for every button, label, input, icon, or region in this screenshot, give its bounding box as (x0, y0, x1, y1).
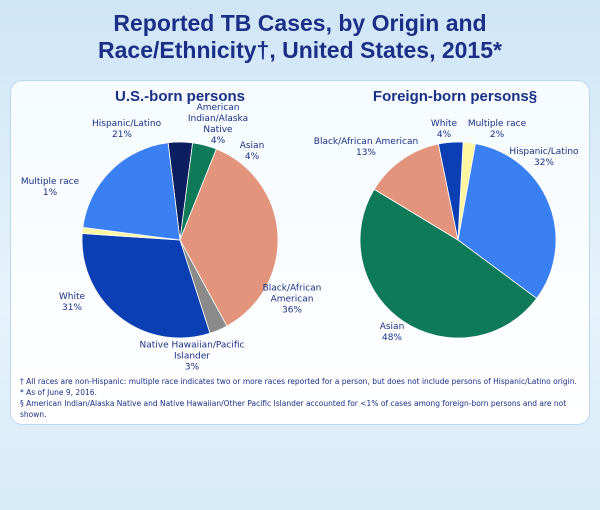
pie-slice (373, 143, 459, 241)
slice-label: Asian 4% (232, 141, 272, 163)
pie-slice (437, 141, 464, 241)
category-label: Hispanic/Latino (509, 147, 579, 157)
pie-slice (359, 188, 538, 339)
category-label: American Indian/Alaska Native (187, 103, 249, 135)
value-label: 13% (355, 148, 376, 158)
slice-label: White 31% (52, 292, 92, 314)
category-label: Black/African American (262, 283, 322, 305)
slice-label: Multiple race 1% (20, 177, 80, 199)
slice-label: American Indian/Alaska Native 4% (183, 103, 253, 147)
category-label: Native Hawaiian/Pacific Islander (139, 340, 245, 362)
slice-label: Hispanic/Latino 21% (92, 119, 162, 141)
category-label: Asian (379, 322, 405, 332)
value-label: 36% (281, 305, 302, 316)
value-label: 2% (489, 130, 505, 140)
value-label: 4% (244, 152, 260, 162)
pie-slice (82, 142, 181, 241)
category-label: Multiple race (467, 119, 527, 129)
footnote: § American Indian/Alaska Native and Nati… (20, 399, 567, 419)
category-label: Black/African American (313, 137, 419, 147)
value-label: 48% (381, 333, 402, 343)
pie-slice (457, 143, 557, 300)
slice-label: Asian 48% (372, 322, 412, 344)
category-label: White (58, 292, 86, 302)
category-label: White (430, 119, 458, 129)
pie-title: U.S.-born persons (114, 88, 246, 105)
slice-label: Hispanic/Latino 32% (504, 147, 584, 169)
slice-label: Black/African American 13% (311, 137, 421, 159)
value-label: 31% (61, 303, 82, 313)
value-label: 4% (436, 130, 452, 140)
category-label: Asian (239, 141, 265, 151)
slice-label: White 4% (424, 119, 464, 141)
pie-title: Foreign-born persons§ (372, 88, 538, 105)
value-label: 21% (111, 130, 132, 140)
title: Reported TB Cases, by Origin and Race/Et… (98, 10, 502, 63)
value-label: 3% (184, 362, 200, 373)
footnote: * As of June 9, 2016. (20, 388, 97, 397)
pie-slice (81, 233, 211, 339)
category-label: Hispanic/Latino (92, 119, 162, 129)
value-label: 1% (42, 188, 58, 198)
value-label: 4% (210, 136, 226, 146)
footnotes: † All races are non-Hispanic: multiple r… (20, 376, 580, 420)
value-label: 32% (533, 158, 554, 168)
footnote: † All races are non-Hispanic: multiple r… (20, 377, 577, 386)
slice-label: Multiple race 2% (467, 119, 527, 141)
category-label: Multiple race (20, 177, 80, 187)
pie-slice (179, 148, 279, 327)
slice-label: Native Hawaiian/Pacific Islander 3% (137, 341, 247, 374)
slice-label: Black/African American 36% (257, 284, 327, 317)
